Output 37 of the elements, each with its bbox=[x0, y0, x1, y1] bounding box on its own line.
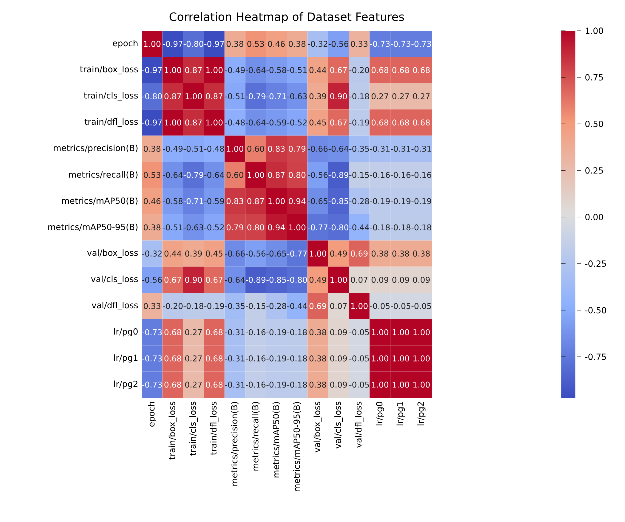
y-tick-label: metrics/precision(B) bbox=[54, 144, 138, 154]
x-tick-label: lr/pg1 bbox=[396, 402, 406, 426]
y-tick-label: val/dfl_loss bbox=[92, 302, 138, 310]
y-tick-label: train/cls_loss bbox=[84, 92, 138, 101]
x-tick-label: metrics/mAP50-95(B) bbox=[294, 402, 302, 492]
x-tick-label: lr/pg2 bbox=[418, 402, 426, 426]
y-tick-label: lr/pg1 bbox=[114, 354, 138, 363]
color-bar-label: 0.25 bbox=[586, 168, 604, 174]
x-tick-label: val/box_loss bbox=[314, 402, 322, 453]
y-tick-label: val/box_loss bbox=[87, 250, 138, 258]
color-bar-label: 1.00 bbox=[586, 28, 604, 34]
y-tick-label: metrics/recall(B) bbox=[69, 171, 138, 179]
chart-title: Correlation Heatmap of Dataset Features bbox=[170, 12, 404, 24]
color-bar-label: 0.50 bbox=[586, 120, 604, 128]
y-tick-label: train/box_loss bbox=[80, 66, 138, 75]
color-bar-label: 0.00 bbox=[586, 214, 604, 220]
color-bar-label: 0.75 bbox=[586, 74, 604, 81]
color-bar-label: -0.50 bbox=[585, 307, 606, 314]
y-tick-label: train/dfl_loss bbox=[84, 118, 138, 127]
x-tick-label: metrics/recall(B) bbox=[252, 402, 260, 471]
x-tick-label: train/box_loss bbox=[168, 402, 178, 460]
x-tick-label: train/cls_loss bbox=[190, 402, 198, 456]
color-bar-label: -0.75 bbox=[585, 354, 606, 360]
x-tick-label: val/cls_loss bbox=[334, 402, 344, 449]
x-tick-label: metrics/precision(B) bbox=[231, 402, 240, 486]
y-tick-label: lr/pg2 bbox=[114, 380, 138, 389]
x-tick-label: lr/pg0 bbox=[376, 402, 384, 426]
x-tick-label: train/dfl_loss bbox=[210, 402, 219, 456]
y-tick-label: epoch bbox=[113, 40, 138, 48]
y-tick-label: metrics/mAP50-95(B) bbox=[48, 224, 138, 232]
y-tick-label: lr/pg0 bbox=[114, 328, 138, 337]
x-tick-label: val/dfl_loss bbox=[355, 402, 364, 448]
x-tick-label: epoch bbox=[148, 402, 156, 427]
y-tick-label: metrics/mAP50(B) bbox=[62, 198, 138, 206]
y-tick-label: val/cls_loss bbox=[91, 276, 138, 284]
color-bar-label: -0.25 bbox=[585, 260, 606, 268]
x-tick-label: metrics/mAP50(B) bbox=[272, 402, 280, 478]
